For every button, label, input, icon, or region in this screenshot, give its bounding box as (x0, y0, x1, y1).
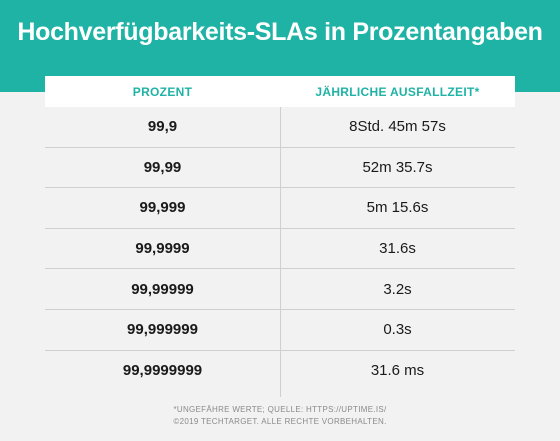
percent-cell: 99,9999999 (122, 362, 203, 380)
table-row: 99,9999999 31.6 ms (45, 351, 515, 392)
percent-cell: 99,9 (147, 118, 178, 136)
downtime-cell: 31.6 ms (370, 362, 425, 380)
table-header: PROZENT JÄHRLICHE AUSFALLZEIT* (45, 76, 515, 107)
column-header-downtime: JÄHRLICHE AUSFALLZEIT* (315, 84, 480, 99)
downtime-cell: 5m 15.6s (366, 199, 429, 217)
footnote-source: *UNGEFÄHRE WERTE; QUELLE: HTTPS://UPTIME… (173, 405, 387, 414)
percent-cell: 99,9999 (135, 240, 190, 258)
percent-cell: 99,99 (143, 158, 182, 176)
downtime-cell: 31.6s (379, 240, 416, 258)
downtime-cell: 52m 35.7s (362, 158, 433, 176)
downtime-cell: 3.2s (383, 280, 412, 298)
column-header-percent: PROZENT (132, 84, 193, 99)
footnote-copyright: ©2019 TECHTARGET. ALLE RECHTE VORBEHALTE… (173, 417, 387, 426)
column-divider (280, 107, 281, 397)
percent-cell: 99,999999 (127, 321, 198, 339)
page-title: Hochverfügbarkeits-SLAs in Prozentangabe… (17, 18, 543, 46)
table-body: 99,9 8Std. 45m 57s 99,99 52m 35.7s 99,99… (45, 107, 515, 397)
percent-cell: 99,99999 (131, 280, 194, 298)
downtime-cell: 8Std. 45m 57s (349, 118, 446, 136)
footnote: *UNGEFÄHRE WERTE; QUELLE: HTTPS://UPTIME… (0, 404, 560, 428)
downtime-cell: 0.3s (383, 321, 412, 339)
percent-cell: 99,999 (139, 199, 186, 217)
sla-table: PROZENT JÄHRLICHE AUSFALLZEIT* 99,9 8Std… (45, 76, 515, 397)
